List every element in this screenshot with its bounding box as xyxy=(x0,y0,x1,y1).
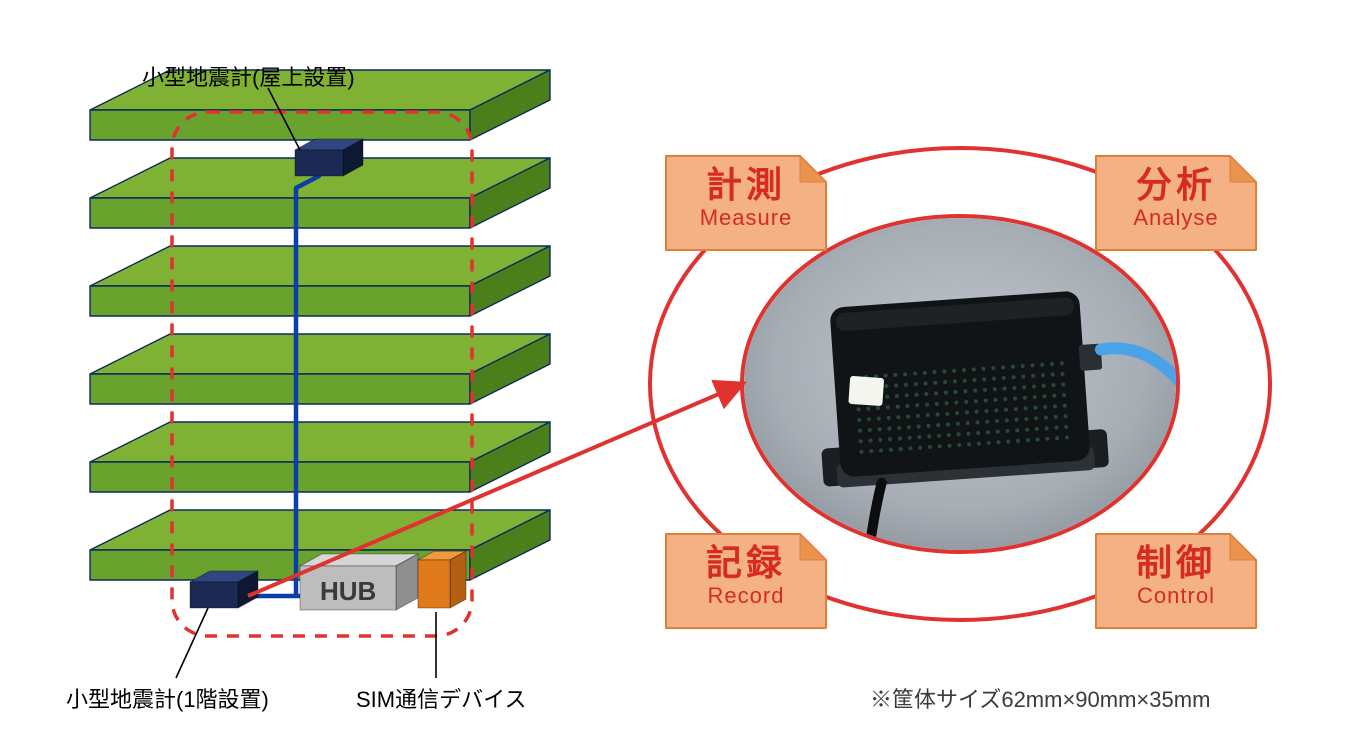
label-sim-device: SIM通信デバイス xyxy=(356,682,526,714)
sim-communication-device xyxy=(418,551,466,608)
badge-measure xyxy=(666,156,826,250)
seismometer-rooftop xyxy=(295,139,363,176)
badge-analyse xyxy=(1096,156,1256,250)
leader-line-bl xyxy=(176,608,208,678)
hub-label-text: HUB xyxy=(320,576,376,607)
label-bottom-left-seismometer: 小型地震計(1階設置) xyxy=(66,682,269,714)
badge-control xyxy=(1096,534,1256,628)
footnote-dimensions: ※筐体サイズ62mm×90mm×35mm xyxy=(870,682,1210,714)
badge-record xyxy=(666,534,826,628)
seismometer-floor1 xyxy=(190,571,258,608)
label-top-seismometer: 小型地震計(屋上設置) xyxy=(142,60,355,92)
device-photo xyxy=(740,214,1244,567)
